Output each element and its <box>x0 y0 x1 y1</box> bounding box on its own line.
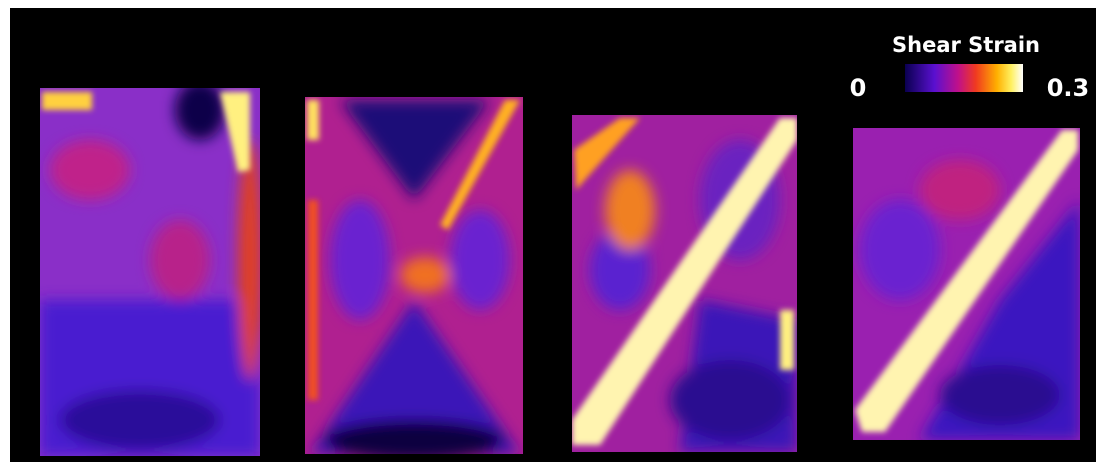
colorbar <box>905 64 1023 92</box>
colorbar-min: 0 <box>850 74 867 102</box>
strain-panel <box>572 115 797 452</box>
strain-panel <box>853 128 1080 440</box>
figure: Shear Strain 0 0.3 <box>0 0 1104 468</box>
colorbar-max: 0.3 <box>1047 74 1090 102</box>
colorbar-title: Shear Strain <box>892 33 1040 57</box>
strain-panel <box>305 97 523 460</box>
strain-panel <box>40 80 262 456</box>
